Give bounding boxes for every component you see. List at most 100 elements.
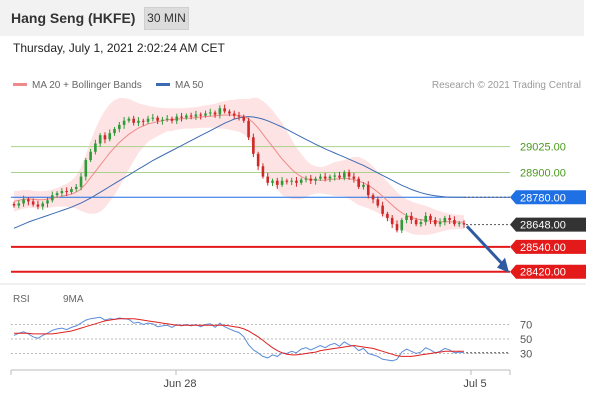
candle-body bbox=[299, 179, 303, 183]
candle-body bbox=[371, 195, 375, 200]
candle-body bbox=[261, 166, 265, 177]
candle-body bbox=[362, 184, 365, 187]
candle-body bbox=[347, 172, 351, 177]
candle-body bbox=[118, 124, 121, 130]
candle-body bbox=[132, 118, 135, 123]
candle-body bbox=[94, 143, 97, 152]
candle-body bbox=[50, 195, 54, 201]
candle-body bbox=[218, 108, 222, 115]
candle-body bbox=[410, 215, 413, 221]
candle-body bbox=[314, 178, 317, 181]
candle-body bbox=[17, 203, 21, 206]
candle-body bbox=[453, 220, 456, 225]
ma50-swatch bbox=[156, 82, 170, 86]
candle-body bbox=[386, 213, 389, 218]
level-tag-28780.00 bbox=[510, 190, 586, 205]
candle-body bbox=[189, 115, 193, 117]
candle-body bbox=[266, 176, 270, 183]
candle-body bbox=[141, 120, 145, 122]
candle-body bbox=[156, 117, 159, 121]
legend-ma50-label: MA 50 bbox=[175, 80, 204, 91]
level-label-29025.00: 29025.00 bbox=[520, 142, 566, 154]
candle-body bbox=[103, 135, 107, 140]
candle-body bbox=[333, 175, 337, 177]
candle-body bbox=[438, 222, 442, 225]
candle-body bbox=[433, 220, 437, 225]
candle-body bbox=[55, 193, 59, 196]
candle-body bbox=[228, 111, 231, 114]
candle-body bbox=[304, 178, 308, 180]
timestamp: Thursday, July 1, 2021 2:02:24 AM CET bbox=[13, 41, 225, 55]
candle-body bbox=[146, 118, 150, 122]
level-label-28648.00: 28648.00 bbox=[520, 220, 566, 232]
candle-body bbox=[89, 151, 92, 161]
candle-body bbox=[84, 160, 88, 177]
candle-body bbox=[79, 176, 83, 187]
candle-body bbox=[419, 222, 423, 225]
candle-body bbox=[405, 215, 408, 221]
candle-body bbox=[443, 217, 447, 223]
candle-body bbox=[343, 172, 346, 178]
rsi-9ma-line bbox=[14, 318, 464, 357]
rsi-line bbox=[13, 316, 465, 362]
candle-body bbox=[199, 114, 203, 116]
candle-body bbox=[395, 224, 399, 231]
forecast-arrow bbox=[465, 225, 504, 265]
candle-body bbox=[319, 176, 322, 179]
timeframe-button[interactable]: 30 MIN bbox=[144, 7, 189, 30]
candle-body bbox=[357, 178, 360, 187]
candle-body bbox=[74, 186, 78, 189]
ma20-swatch bbox=[13, 82, 27, 86]
copyright-notice: Research © 2021 Trading Central bbox=[431, 80, 581, 91]
candle-body bbox=[232, 113, 236, 116]
level-tag-28648.00 bbox=[510, 217, 586, 232]
candle-body bbox=[338, 175, 341, 178]
candle-body bbox=[323, 176, 327, 179]
level-label-28780.00: 28780.00 bbox=[520, 192, 566, 204]
level-label-28540.00: 28540.00 bbox=[520, 242, 566, 254]
x-tick-label: Jul 5 bbox=[463, 378, 486, 390]
candle-body bbox=[127, 118, 131, 121]
bollinger-band bbox=[14, 97, 464, 235]
candle-body bbox=[12, 203, 16, 206]
chart-header: Hang Seng (HKFE) 30 MIN bbox=[0, 0, 584, 36]
rsi-tick-70: 70 bbox=[520, 320, 532, 332]
level-tag-28420.00 bbox=[510, 264, 586, 279]
candle-body bbox=[46, 200, 49, 204]
legend-rsi-label: RSI bbox=[13, 294, 30, 305]
candle-body bbox=[252, 137, 255, 154]
level-label-28900.00: 28900.00 bbox=[520, 167, 566, 179]
candle-body bbox=[170, 118, 174, 121]
candle-body bbox=[151, 117, 155, 119]
candle-body bbox=[223, 108, 226, 112]
candle-body bbox=[70, 189, 73, 193]
candle-body bbox=[381, 205, 384, 214]
candle-body bbox=[400, 220, 404, 231]
candle-body bbox=[137, 120, 140, 123]
candle-body bbox=[280, 180, 284, 185]
candle-body bbox=[462, 223, 466, 225]
candle-body bbox=[60, 191, 64, 194]
rsi-tick-50: 50 bbox=[520, 334, 532, 346]
candle-body bbox=[122, 120, 126, 125]
candle-body bbox=[36, 204, 40, 207]
legend-ma20-bb: MA 20 + Bollinger Bands bbox=[13, 80, 142, 91]
level-tag-28540.00 bbox=[510, 239, 586, 254]
candle-body bbox=[208, 112, 212, 114]
candle-body bbox=[457, 223, 461, 225]
legend-rsi: RSI bbox=[13, 294, 30, 305]
candle-body bbox=[237, 115, 241, 117]
candle-body bbox=[22, 199, 25, 204]
candle-body bbox=[247, 120, 250, 138]
x-tick-label: Jun 28 bbox=[163, 378, 196, 390]
candle-body bbox=[204, 113, 207, 116]
candle-body bbox=[448, 217, 451, 221]
candle-body bbox=[256, 153, 260, 167]
candle-body bbox=[180, 116, 183, 118]
candle-body bbox=[295, 180, 298, 183]
legend-ma50: MA 50 bbox=[156, 80, 203, 91]
forecast-arrowhead bbox=[497, 257, 509, 273]
candle-body bbox=[424, 215, 428, 223]
candle-body bbox=[175, 116, 179, 121]
